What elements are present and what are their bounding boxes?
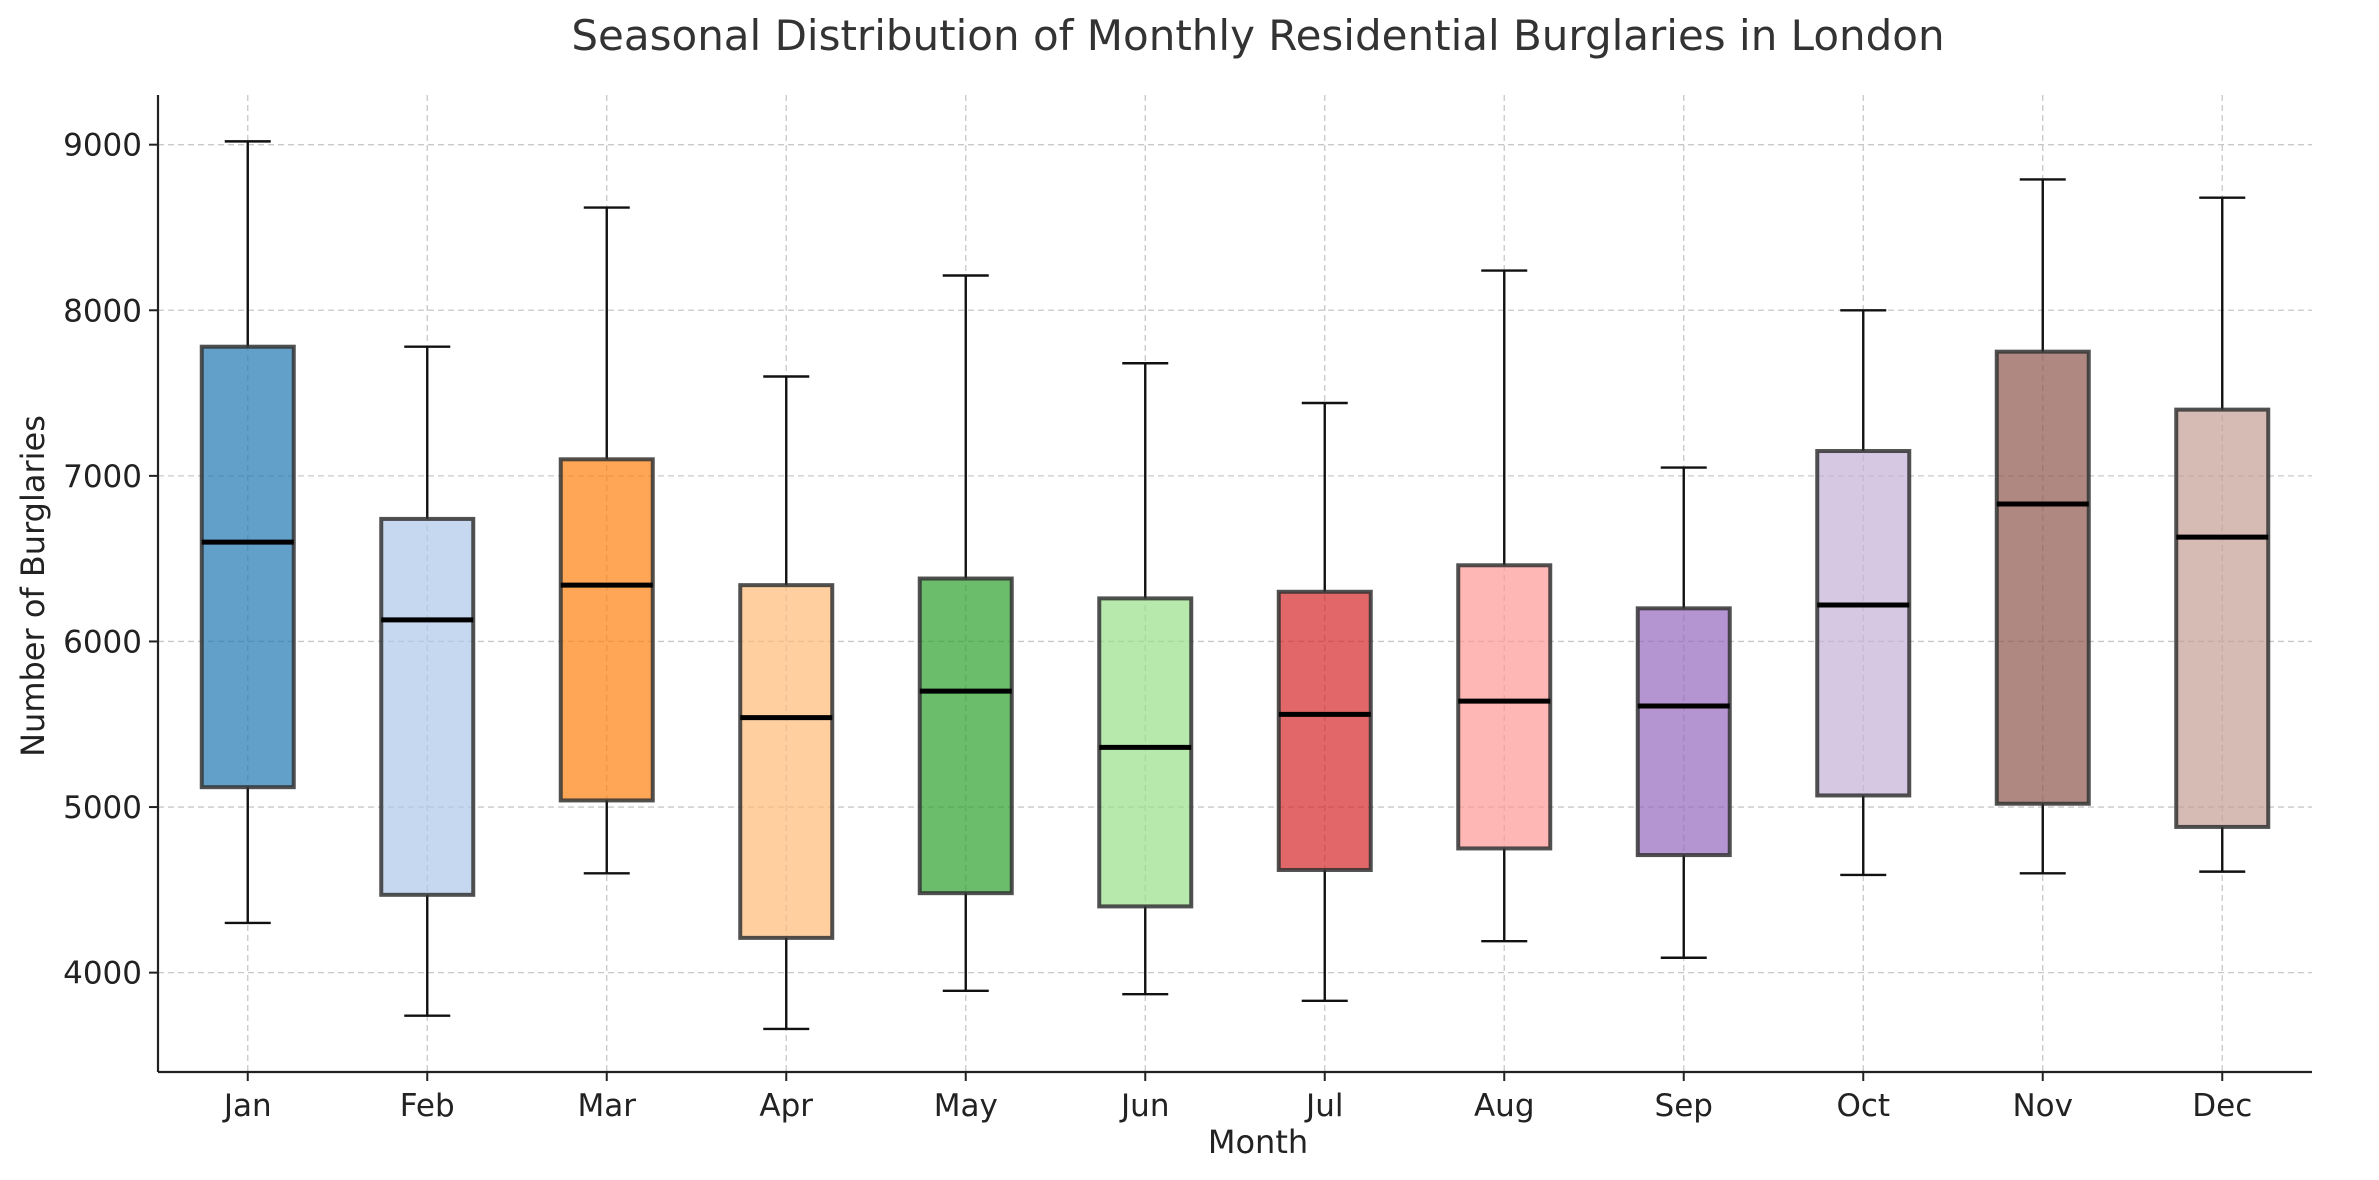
iqr-box <box>1276 589 1373 872</box>
box-nov <box>1994 178 2091 875</box>
chart-title: Seasonal Distribution of Monthly Residen… <box>571 11 1944 60</box>
x-tick-label: Nov <box>2012 1088 2073 1124</box>
x-tick-label: Apr <box>759 1088 813 1124</box>
x-axis-label: Month <box>1208 1123 1308 1161</box>
y-tick-label: 5000 <box>63 790 142 826</box>
box-may <box>917 274 1014 993</box>
box-jun <box>1097 362 1194 996</box>
y-tick-label: 8000 <box>63 293 142 329</box>
x-tick-label: Oct <box>1836 1088 1890 1124</box>
x-tick-label: Jun <box>1119 1088 1169 1124</box>
box-sep <box>1635 466 1732 959</box>
iqr-box <box>1635 606 1732 858</box>
x-tick-label: Sep <box>1655 1088 1713 1124</box>
x-tick-label: Mar <box>578 1088 637 1124</box>
y-tick-label: 6000 <box>63 624 142 660</box>
box-jul <box>1276 401 1373 1002</box>
iqr-box <box>1456 563 1553 851</box>
y-tick-label: 9000 <box>63 128 142 164</box>
iqr-box <box>1815 449 1912 798</box>
x-tick-label: Jan <box>222 1088 272 1124</box>
iqr-box <box>199 344 296 790</box>
box-dec <box>2174 196 2271 873</box>
box-jan <box>199 140 296 925</box>
iqr-box <box>2174 407 2271 829</box>
x-tick-label: Aug <box>1474 1088 1535 1124</box>
x-tick-label: Dec <box>2192 1088 2252 1124</box>
iqr-box <box>558 457 655 803</box>
y-tick-label: 7000 <box>63 459 142 495</box>
x-tick-label: May <box>934 1088 998 1124</box>
grid-lines <box>158 95 2312 1072</box>
iqr-box <box>1994 349 2091 806</box>
iqr-box <box>917 576 1014 896</box>
y-axis-label: Number of Burglaries <box>14 415 52 757</box>
box-apr <box>738 375 835 1031</box>
box-oct <box>1815 309 1912 877</box>
iqr-box <box>1097 596 1194 909</box>
x-tick-label: Jul <box>1304 1088 1343 1124</box>
box-series <box>199 140 2271 1031</box>
box-mar <box>558 206 655 875</box>
y-tick-label: 4000 <box>63 956 142 992</box>
iqr-box <box>379 516 476 897</box>
x-tick-label: Feb <box>400 1088 455 1124</box>
axes: 4000 5000 6000 7000 8000 9000 Jan Feb Mar Apr May J… <box>63 95 2312 1124</box>
box-aug <box>1456 269 1553 943</box>
box-feb <box>379 345 476 1017</box>
iqr-box <box>738 583 835 940</box>
